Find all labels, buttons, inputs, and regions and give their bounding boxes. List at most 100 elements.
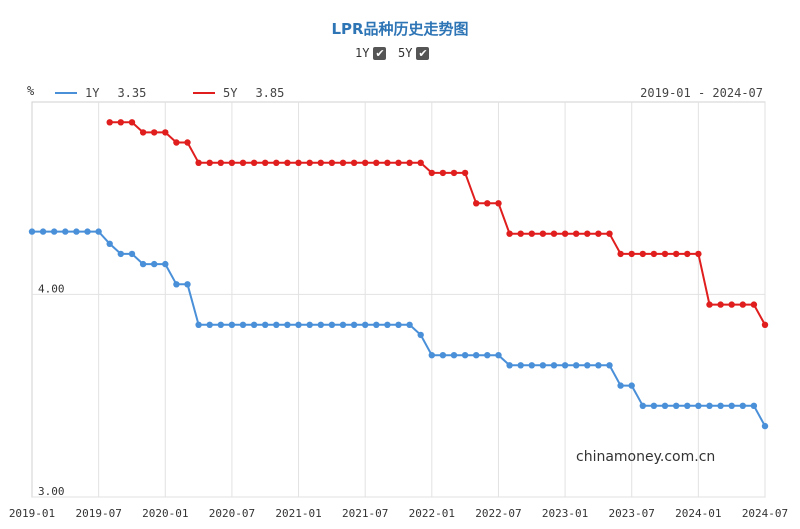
data-point-1y: [262, 321, 269, 328]
data-point-1y: [639, 402, 646, 409]
data-point-1y: [717, 402, 724, 409]
data-point-5y: [106, 119, 113, 126]
data-point-1y: [406, 321, 413, 328]
data-point-5y: [384, 159, 391, 166]
data-point-1y: [395, 321, 402, 328]
data-point-1y: [739, 402, 746, 409]
data-point-1y: [439, 352, 447, 359]
data-point-5y: [628, 250, 635, 258]
x-tick-label: 2021-01: [275, 507, 321, 520]
data-point-5y: [695, 250, 702, 258]
y-tick-label: 4.00: [38, 282, 65, 295]
data-point-5y: [284, 159, 291, 166]
data-point-5y: [151, 129, 158, 136]
data-point-1y: [339, 321, 347, 328]
data-point-1y: [761, 422, 769, 430]
x-tick-label: 2020-07: [209, 507, 255, 520]
legend-item-5y[interactable]: 5Y 3.85: [193, 86, 284, 100]
data-point-1y: [28, 228, 36, 235]
x-tick-label: 2021-07: [342, 507, 388, 520]
data-point-1y: [695, 402, 702, 409]
data-point-5y: [528, 230, 535, 237]
data-point-1y: [250, 321, 258, 328]
toggle-1y-label: 1Y: [355, 46, 370, 60]
data-point-1y: [728, 402, 735, 409]
data-point-1y: [706, 402, 713, 409]
data-point-1y: [317, 321, 324, 328]
data-point-1y: [684, 402, 691, 409]
data-point-5y: [539, 230, 547, 237]
data-point-5y: [250, 159, 258, 166]
data-point-1y: [62, 228, 69, 235]
data-point-5y: [306, 159, 313, 166]
data-point-1y: [417, 331, 424, 339]
data-point-1y: [139, 260, 147, 268]
data-point-1y: [573, 362, 580, 369]
data-point-1y: [628, 382, 635, 389]
data-point-1y: [517, 362, 524, 369]
data-point-5y: [561, 230, 569, 237]
checkbox-1y-icon[interactable]: ✔: [373, 46, 387, 60]
data-point-1y: [151, 260, 158, 268]
data-point-5y: [117, 119, 125, 126]
data-point-5y: [584, 230, 591, 237]
toggle-5y-label: 5Y: [398, 46, 413, 60]
data-point-5y: [573, 230, 580, 237]
data-point-1y: [606, 362, 613, 369]
legend-item-1y[interactable]: 1Y 3.35: [55, 86, 146, 100]
data-point-1y: [550, 362, 558, 369]
watermark-text: chinamoney.com.cn: [576, 449, 716, 465]
data-point-1y: [106, 240, 113, 247]
data-point-5y: [450, 169, 458, 177]
data-point-5y: [173, 139, 180, 146]
data-point-1y: [128, 250, 136, 258]
data-point-1y: [195, 321, 202, 328]
data-point-5y: [362, 159, 369, 166]
data-point-1y: [484, 352, 491, 359]
x-tick-label: 2022-01: [409, 507, 455, 520]
data-point-1y: [239, 321, 247, 328]
data-point-5y: [606, 230, 613, 237]
x-tick-label: 2022-07: [475, 507, 521, 520]
series-line-1y: [32, 230, 766, 427]
data-point-1y: [539, 362, 547, 369]
legend-name-5y: 5Y: [223, 86, 238, 100]
data-point-5y: [739, 301, 746, 308]
data-point-1y: [450, 352, 458, 359]
data-point-1y: [39, 228, 47, 235]
x-tick-label: 2023-07: [609, 507, 655, 520]
data-point-5y: [139, 129, 147, 136]
data-point-1y: [584, 362, 591, 369]
series-toggle-1y[interactable]: 1Y ✔: [355, 44, 387, 62]
data-point-5y: [162, 129, 169, 136]
data-point-5y: [684, 250, 691, 258]
data-point-1y: [95, 228, 102, 235]
x-tick-label: 2019-01: [9, 507, 55, 520]
data-point-1y: [506, 362, 513, 369]
data-point-5y: [650, 250, 658, 258]
data-point-1y: [650, 402, 658, 409]
data-point-1y: [461, 352, 469, 359]
x-tick-label: 2020-01: [142, 507, 188, 520]
data-point-1y: [184, 281, 191, 288]
data-point-1y: [617, 382, 624, 389]
data-point-5y: [195, 159, 202, 166]
data-point-1y: [362, 321, 369, 328]
data-point-1y: [117, 250, 125, 258]
series-toggle-5y[interactable]: 5Y ✔: [398, 44, 430, 62]
data-point-5y: [417, 159, 424, 166]
x-tick-label: 2023-01: [542, 507, 588, 520]
data-point-5y: [673, 250, 680, 258]
data-point-1y: [173, 281, 180, 288]
data-point-1y: [495, 352, 502, 359]
data-point-5y: [484, 200, 491, 207]
data-point-5y: [473, 200, 480, 207]
data-point-1y: [473, 352, 480, 359]
data-point-1y: [673, 402, 680, 409]
legend-name-1y: 1Y: [85, 86, 100, 100]
data-point-1y: [295, 321, 302, 328]
y-axis-unit: %: [27, 84, 35, 98]
legend-swatch-1y: [55, 92, 77, 94]
checkbox-5y-icon[interactable]: ✔: [416, 46, 430, 60]
